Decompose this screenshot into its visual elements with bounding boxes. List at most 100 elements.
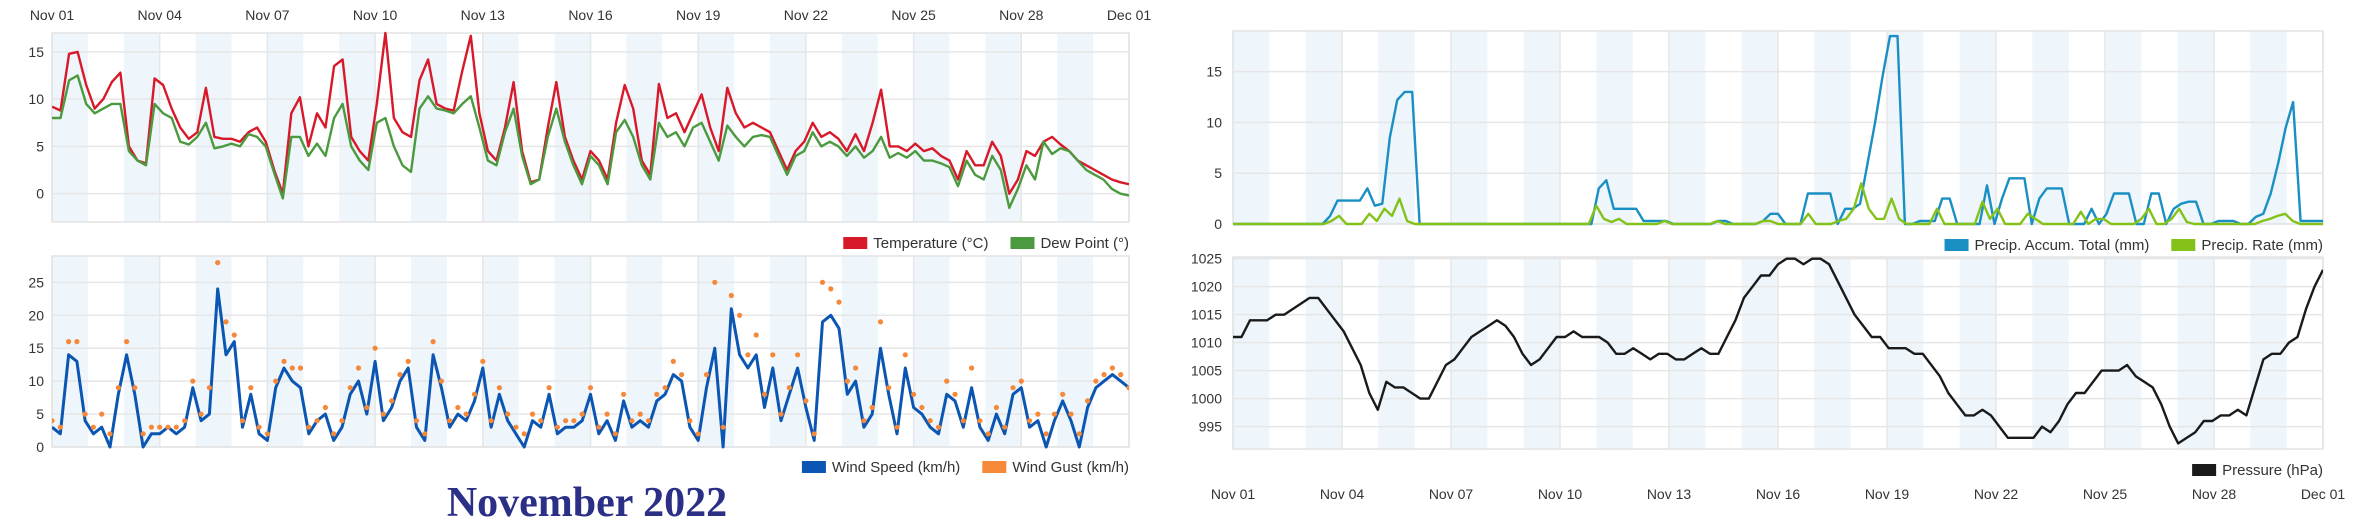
y-tick-label: 1005 [1191,363,1222,379]
x-tick-label: Nov 04 [1320,486,1365,502]
gust-point [778,411,784,417]
gust-point [761,391,768,397]
gust-point [1118,372,1124,378]
wind-chart: 0 5 10 15 20 25 Wind Gust (km/h) Wind Speed (km… [28,255,1130,476]
gust-point [902,352,908,358]
series-line [1233,182,2323,226]
gust-point [687,418,693,424]
gust-point [380,411,386,417]
x-tick-label: Nov 04 [138,7,183,23]
gust-point [977,418,983,424]
y-tick-label: 1000 [1191,391,1222,407]
gust-point [74,339,80,345]
day-band [913,33,950,222]
gust-point [745,352,751,358]
gust-point [115,385,121,391]
gust-point [347,385,353,391]
gust-point [853,365,859,371]
gust-point [795,352,801,358]
x-tick-label: Nov 22 [1974,486,2019,502]
day-band [1887,31,1924,224]
x-tick-label: Nov 19 [1865,486,1910,502]
day-band [1959,257,1996,449]
legend-label: Wind Gust (km/h) [1012,459,1129,476]
series-line [52,74,1129,209]
day-band [1523,31,1560,224]
gust-point [695,431,701,437]
gust-point [629,418,635,424]
legend-label: Pressure (hPa) [2222,462,2323,479]
day-band [985,33,1022,222]
gust-point [563,418,569,424]
gust-point [124,339,130,345]
gust-point [828,286,834,292]
gust-point [670,358,676,364]
gust-point [513,424,519,430]
x-tick-label: Nov 16 [568,7,613,23]
gust-point [182,418,188,424]
gust-point [157,424,163,430]
gust-point [314,418,320,424]
series-line [1233,257,2323,445]
gust-point [1085,398,1091,404]
gust-point [148,424,154,430]
legend-item: Pressure (hPa) [2192,462,2323,479]
gust-point [372,345,378,351]
gust-point [886,385,892,391]
gust-point [397,372,403,378]
x-tick-label: Nov 25 [2083,486,2128,502]
gust-point [712,279,718,285]
legend-swatch [2192,464,2217,476]
day-band [2177,257,2214,449]
x-tick-label: Nov 10 [1538,486,1583,502]
legend-item: Wind Speed (km/h) [801,459,960,476]
day-band [1451,257,1488,449]
gust-point [579,411,585,417]
gust-point [960,418,966,424]
plot-frame [1232,256,2324,450]
day-band [1959,31,1996,224]
gust-point [1060,391,1066,397]
gust-point [355,365,362,371]
gust-point [554,424,561,430]
day-band [1378,257,1415,449]
gust-point [836,299,842,305]
y-tick-label: 5 [1214,165,1222,181]
y-tick-label: 0 [36,186,44,202]
gust-point [645,418,652,424]
gust-point [927,418,933,424]
gust-point [198,411,204,417]
legend-item: Precip. Accum. Total (mm) [1944,237,2150,254]
gust-point [422,431,428,437]
day-band [1057,256,1094,447]
gust-point [248,385,254,391]
x-axis-top-left: Nov 01 Nov 04 Nov 07 Nov 10 Nov 13 Nov 16 Nov … [30,7,1152,23]
gust-point [894,424,900,430]
day-band [626,256,663,447]
gust-point [1101,372,1107,378]
gust-point [728,292,734,299]
x-tick-label: Nov 25 [891,7,936,23]
y-tick-label: 1010 [1191,335,1222,351]
y-tick-label: 1015 [1191,307,1222,323]
gust-point [289,365,295,371]
gust-point [389,398,395,404]
series-temperature-c [52,31,1129,195]
legend-label: Temperature (°C) [873,235,988,252]
plot-frame [51,255,1130,448]
y-tick-label: 995 [1199,419,1223,435]
gust-point [173,424,179,430]
gust-point [1068,411,1074,417]
gust-point [737,312,743,318]
gust-point [82,411,88,417]
x-tick-label: Nov 07 [245,7,290,23]
gust-point [1002,424,1008,430]
x-tick-label: Dec 01 [2301,486,2346,502]
y-tick-label: 15 [1206,64,1222,80]
legend-label: Precip. Accum. Total (mm) [1975,237,2150,254]
gust-point [803,398,809,404]
y-tick-label: 5 [36,406,44,422]
gust-point [703,372,710,378]
gust-point [339,418,345,424]
